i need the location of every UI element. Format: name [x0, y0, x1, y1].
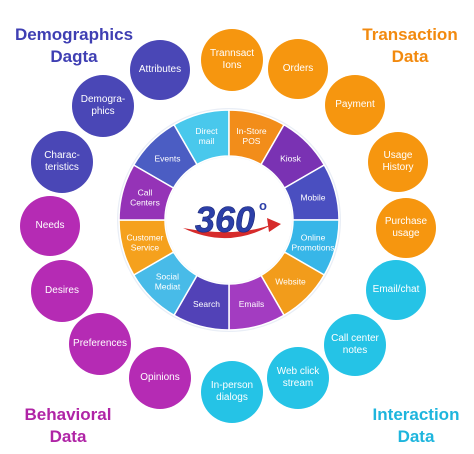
ring-label-direct-mail: Direct mail [195, 126, 218, 146]
interaction-data-heading: Interaction Data [362, 404, 470, 448]
transaction-data-heading: Transaction Data [354, 24, 466, 68]
bubble-call-center-notes: Call center notes [324, 314, 386, 376]
ring-label-line: Online [301, 233, 326, 243]
bubble-characteristics-label: teristics [45, 162, 79, 173]
ring-label-mobile: Mobile [301, 192, 326, 202]
demographics-heading-line1: Demographics [14, 25, 134, 44]
bubble-attributes: Attributes [130, 40, 190, 100]
bubble-purchase-usage: Purchase usage [376, 198, 436, 258]
bubble-transactions-label: Ions [222, 60, 242, 71]
bubble-call-center-notes-label: Call center [331, 333, 379, 344]
ring-label-line: Emails [239, 299, 265, 309]
bubble-preferences-label: Preferences [73, 338, 127, 349]
ring-label-customer-service: Customer Service [127, 233, 164, 253]
bubble-demographics-label: phics [91, 106, 115, 117]
ring-label-line: Mobile [301, 192, 326, 202]
behavioral-data-heading: Behavioral Data [16, 404, 120, 448]
behavioral-heading-line1: Behavioral [24, 405, 112, 424]
bubble-web-click-stream-label: stream [282, 378, 314, 389]
bubble-payment-label: Payment [335, 99, 375, 110]
bubble-email-chat-label: Email/chat [372, 284, 420, 295]
bubble-web-click-stream: Web click stream [267, 347, 329, 409]
ring-label-online-promotions: Online Promotions [292, 233, 335, 253]
bubble-purchase-usage-label: Purchase [384, 216, 428, 227]
ring-label-social-media: Social Mediat [155, 272, 181, 292]
center-360-label: 360 [195, 199, 255, 240]
bubble-transactions: Trannsact Ions [201, 29, 263, 91]
bubble-opinions: Opinions [129, 347, 191, 409]
ring-segment-events [132, 123, 199, 190]
ring-label-events: Events [154, 153, 180, 163]
swoosh-arrow-icon [183, 224, 273, 239]
ring-label-website: Website [275, 277, 306, 287]
bubble-usage-history-label: History [382, 162, 414, 173]
ring-label-line: Kiosk [280, 153, 302, 163]
ring-label-line: Centers [130, 197, 160, 207]
ring-label-line: Website [275, 277, 306, 287]
bubble-purchase-usage-label: usage [392, 228, 420, 239]
ring-label-line: Call [138, 187, 153, 197]
center-degree-symbol: o [259, 198, 267, 213]
bubble-usage-history-label: Usage [383, 150, 413, 161]
bubble-preferences: Preferences [69, 313, 131, 375]
behavioral-heading-line2: Data [49, 427, 87, 446]
bubble-characteristics-label: Charac- [44, 150, 80, 161]
interaction-heading-line2: Data [397, 427, 435, 446]
bubble-in-person-dialogs-label: In-person [210, 380, 254, 391]
bubble-demographics-label: Demogra- [80, 94, 126, 105]
center-hub [166, 157, 292, 283]
bubble-transactions-label: Trannsact [209, 48, 255, 59]
bubble-characteristics: Charac-teristics [31, 131, 93, 193]
ring-label-line: Social [156, 272, 179, 282]
bubble-web-click-stream-label: Web click [276, 366, 320, 377]
ring-label-line: POS [243, 136, 261, 146]
arrow-head-icon [267, 218, 281, 232]
ring-label-line: Mediat [155, 282, 181, 292]
bubble-opinions-label: Opinions [140, 372, 180, 383]
bubble-attributes-label: Attributes [138, 64, 182, 75]
ring-label-line: Search [193, 299, 220, 309]
transaction-heading-line2: Data [391, 47, 429, 66]
bubble-in-person-dialogs-label: dialogs [216, 392, 248, 403]
bubble-demographics: Demogra-phics [72, 75, 134, 137]
ring-label-line: Events [154, 153, 180, 163]
bubble-call-center-notes-label: notes [342, 345, 368, 356]
transaction-heading-line1: Transaction [362, 25, 458, 44]
ring-label-emails: Emails [239, 299, 265, 309]
ring-label-line: In-Store [236, 126, 267, 136]
ring-label-line: Direct [195, 126, 218, 136]
ring-label-line: Customer [127, 233, 164, 243]
bubble-desires-label: Desires [45, 285, 79, 296]
bubble-usage-history: Usage History [368, 132, 428, 192]
ring-label-line: Promotions [292, 243, 335, 253]
ring-label-line: mail [199, 136, 215, 146]
bubble-orders: Orders [268, 39, 328, 99]
demographics-heading-line2: Dagta [50, 47, 98, 66]
bubble-email-chat: Email/chat [366, 260, 426, 320]
interaction-heading-line1: Interaction [372, 405, 460, 424]
demographics-data-heading: Demographics Dagta [10, 24, 138, 68]
ring-label-search: Search [193, 299, 220, 309]
bubble-orders-label: Orders [282, 63, 314, 74]
ring-label-kiosk: Kiosk [280, 153, 302, 163]
bubble-payment: Payment [325, 75, 385, 135]
bubble-needs: Needs [20, 196, 80, 256]
ring-label-in-store-pos: In-Store POS [236, 126, 267, 146]
bubble-in-person-dialogs: In-person dialogs [201, 361, 263, 423]
ring-label-call-centers: Call Centers [130, 187, 160, 207]
bubble-needs-label: Needs [35, 220, 65, 231]
bubble-desires: Desires [31, 260, 93, 322]
ring-label-line: Service [131, 243, 160, 253]
